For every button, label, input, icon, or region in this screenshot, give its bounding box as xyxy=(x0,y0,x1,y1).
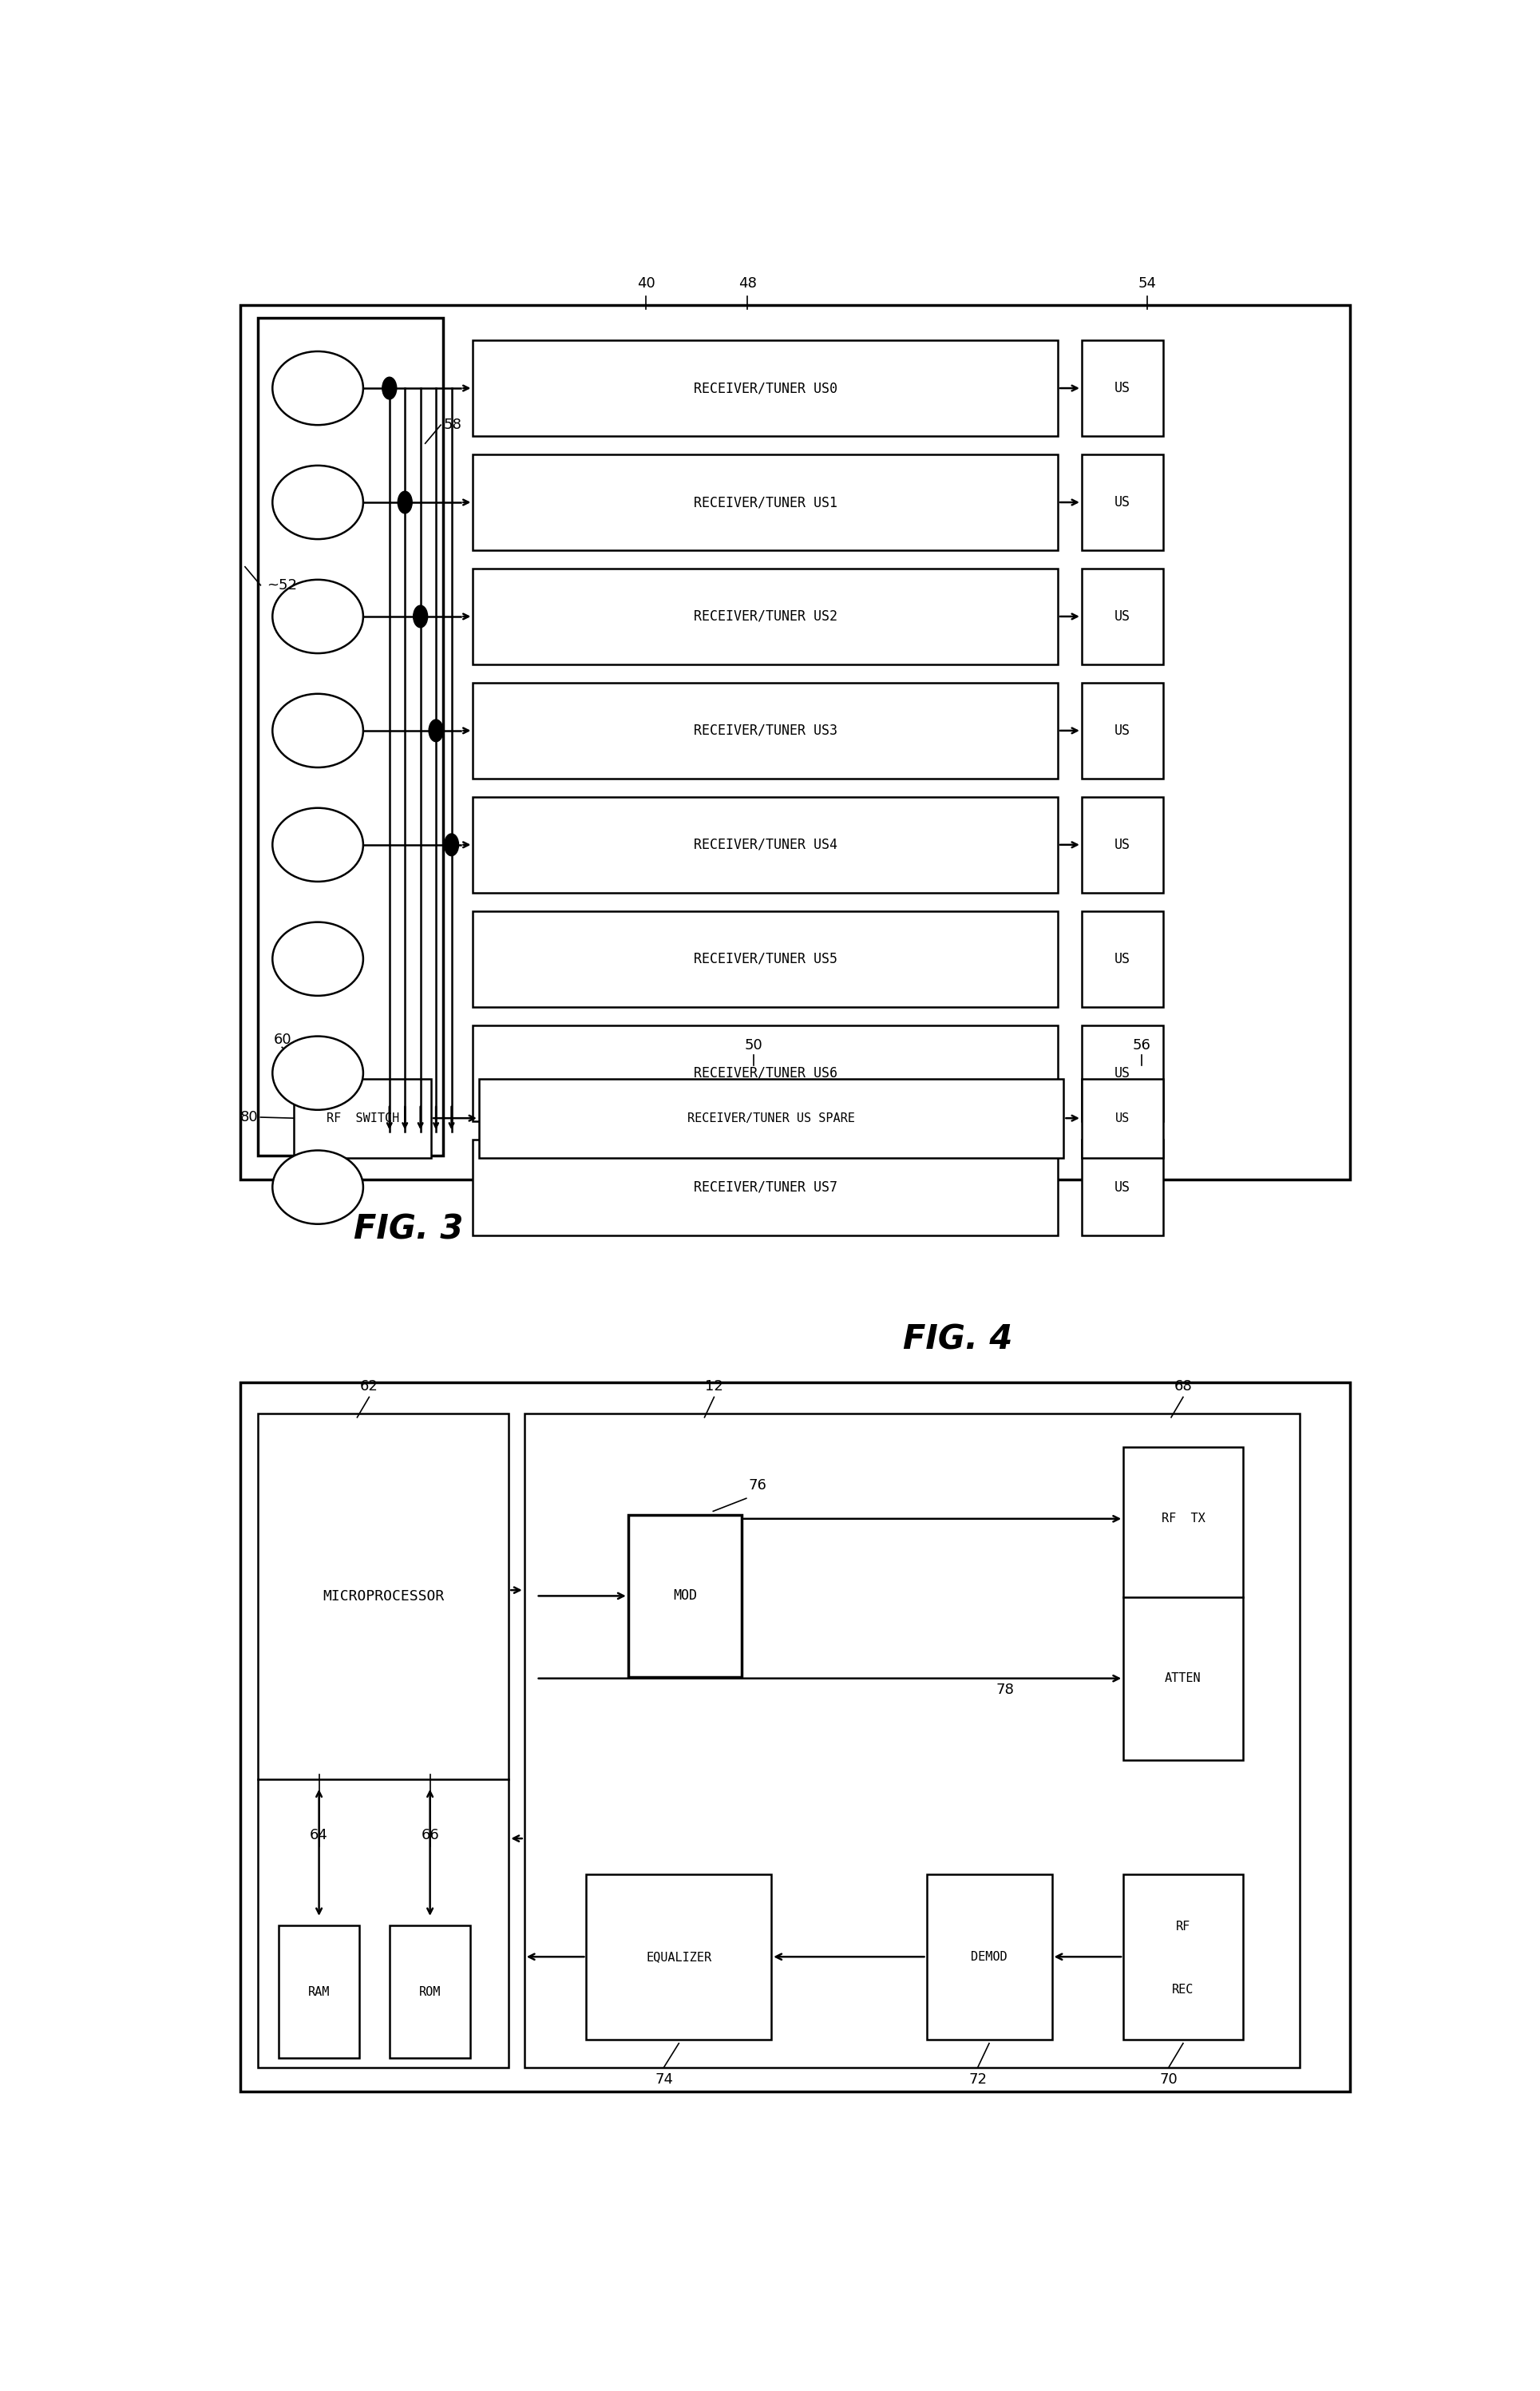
Text: RECEIVER/TUNER US0: RECEIVER/TUNER US0 xyxy=(693,380,838,395)
Text: RECEIVER/TUNER US4: RECEIVER/TUNER US4 xyxy=(693,837,838,851)
Ellipse shape xyxy=(273,579,363,653)
Text: RECEIVER/TUNER US SPARE: RECEIVER/TUNER US SPARE xyxy=(687,1112,855,1124)
Circle shape xyxy=(428,720,444,741)
Text: EQUALIZER: EQUALIZER xyxy=(647,1951,711,1963)
Ellipse shape xyxy=(273,923,363,995)
Bar xyxy=(473,454,1058,550)
Text: US: US xyxy=(1115,952,1130,966)
Bar xyxy=(1081,684,1163,779)
Text: RF  SWITCH: RF SWITCH xyxy=(326,1112,399,1124)
Text: ROM: ROM xyxy=(419,1987,440,1999)
Bar xyxy=(628,1516,742,1676)
Text: 66: 66 xyxy=(420,1829,439,1843)
Text: 56: 56 xyxy=(1132,1038,1150,1052)
Text: 40: 40 xyxy=(638,277,655,292)
Text: RECEIVER/TUNER US2: RECEIVER/TUNER US2 xyxy=(693,610,838,624)
Text: DEMOD: DEMOD xyxy=(970,1951,1007,1963)
Bar xyxy=(473,1141,1058,1236)
Ellipse shape xyxy=(273,351,363,426)
Bar xyxy=(1081,911,1163,1007)
Bar xyxy=(1081,340,1163,435)
Bar xyxy=(473,569,1058,665)
Text: 80: 80 xyxy=(240,1109,259,1124)
Bar xyxy=(1081,1026,1163,1121)
Bar xyxy=(1124,1447,1243,1760)
Ellipse shape xyxy=(273,1035,363,1109)
Text: 72: 72 xyxy=(969,2073,987,2087)
Text: MOD: MOD xyxy=(673,1588,696,1602)
Bar xyxy=(240,306,1351,1179)
Text: RAM: RAM xyxy=(308,1987,330,1999)
Text: 64: 64 xyxy=(310,1829,328,1843)
Ellipse shape xyxy=(273,808,363,882)
Circle shape xyxy=(382,378,397,399)
Bar xyxy=(294,1078,431,1157)
Text: 54: 54 xyxy=(1138,277,1157,292)
Bar xyxy=(587,1875,772,2040)
Text: RF: RF xyxy=(1177,1920,1190,1932)
Text: 76: 76 xyxy=(748,1478,767,1492)
Text: FIG. 3: FIG. 3 xyxy=(354,1212,464,1246)
Bar xyxy=(479,1078,1064,1157)
Bar xyxy=(927,1875,1052,2040)
Text: RECEIVER/TUNER US5: RECEIVER/TUNER US5 xyxy=(693,952,838,966)
Text: 70: 70 xyxy=(1160,2073,1178,2087)
Text: US: US xyxy=(1115,495,1130,509)
Text: 62: 62 xyxy=(360,1380,379,1394)
Bar xyxy=(473,1026,1058,1121)
Bar xyxy=(390,1925,471,2059)
Bar xyxy=(524,1413,1300,2068)
Circle shape xyxy=(413,605,428,626)
Text: RECEIVER/TUNER US7: RECEIVER/TUNER US7 xyxy=(693,1181,838,1196)
Text: MICROPROCESSOR: MICROPROCESSOR xyxy=(323,1590,444,1604)
Bar xyxy=(1081,1078,1163,1157)
Bar xyxy=(279,1925,360,2059)
Bar xyxy=(1081,569,1163,665)
Text: 48: 48 xyxy=(738,277,756,292)
Bar xyxy=(259,1413,508,2068)
Text: RECEIVER/TUNER US3: RECEIVER/TUNER US3 xyxy=(693,724,838,739)
Bar xyxy=(1124,1875,1243,2040)
Text: 68: 68 xyxy=(1173,1380,1192,1394)
Text: 58: 58 xyxy=(444,418,462,433)
Text: US: US xyxy=(1115,1181,1130,1196)
Text: REC: REC xyxy=(1172,1985,1194,1996)
Bar xyxy=(1081,454,1163,550)
Text: 74: 74 xyxy=(654,2073,673,2087)
Text: US: US xyxy=(1115,837,1130,851)
Text: US: US xyxy=(1115,724,1130,739)
Bar xyxy=(1081,1141,1163,1236)
Ellipse shape xyxy=(273,693,363,768)
Text: 50: 50 xyxy=(744,1038,762,1052)
Text: US: US xyxy=(1115,1112,1129,1124)
Text: ~52: ~52 xyxy=(266,579,297,593)
Text: FIG. 4: FIG. 4 xyxy=(902,1322,1012,1356)
Text: RECEIVER/TUNER US1: RECEIVER/TUNER US1 xyxy=(693,495,838,509)
Text: ATTEN: ATTEN xyxy=(1164,1671,1201,1683)
Ellipse shape xyxy=(273,1150,363,1224)
Text: US: US xyxy=(1115,1066,1130,1081)
Bar xyxy=(473,911,1058,1007)
Circle shape xyxy=(397,490,413,514)
Text: RF  TX: RF TX xyxy=(1161,1514,1204,1525)
Bar xyxy=(240,1382,1351,2092)
Circle shape xyxy=(445,834,459,856)
Text: US: US xyxy=(1115,610,1130,624)
Text: 78: 78 xyxy=(996,1683,1013,1698)
Text: US: US xyxy=(1115,380,1130,395)
Bar xyxy=(473,796,1058,892)
Bar xyxy=(473,684,1058,779)
Bar xyxy=(1081,796,1163,892)
Ellipse shape xyxy=(273,466,363,538)
Bar xyxy=(473,340,1058,435)
Text: 12: 12 xyxy=(705,1380,724,1394)
Text: RECEIVER/TUNER US6: RECEIVER/TUNER US6 xyxy=(693,1066,838,1081)
Text: 60: 60 xyxy=(274,1033,291,1047)
Bar xyxy=(259,318,444,1155)
